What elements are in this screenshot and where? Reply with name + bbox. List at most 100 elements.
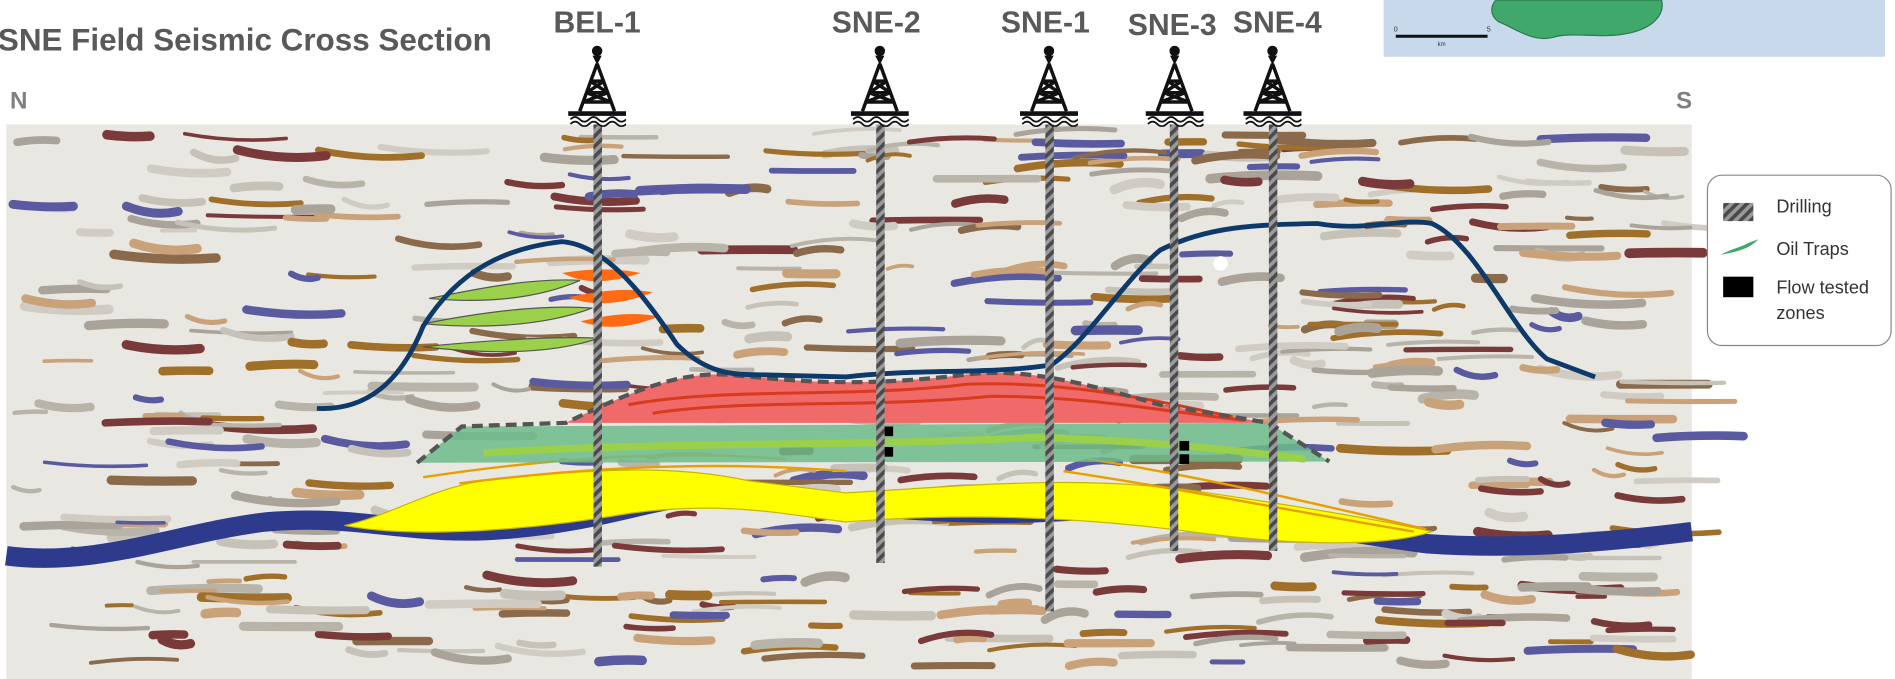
- reflector: [1317, 286, 1408, 295]
- reflector: [353, 369, 456, 375]
- dome-beds: [628, 382, 1245, 422]
- reflector: [229, 181, 284, 193]
- reflector: [917, 629, 995, 645]
- reflector: [1327, 553, 1407, 559]
- reflector: [562, 143, 624, 152]
- reflector: [1013, 158, 1124, 173]
- reflector: [1335, 443, 1452, 456]
- reflector: [8, 199, 78, 212]
- reflector: [1633, 477, 1721, 485]
- reflector: [102, 129, 155, 142]
- rig-icon: [1243, 43, 1302, 127]
- north-label: N: [10, 88, 27, 115]
- reflector: [208, 196, 304, 208]
- reflector: [1600, 391, 1665, 401]
- reflector: [220, 326, 295, 342]
- reflector: [1299, 546, 1418, 563]
- legend-flow-icon: [1723, 276, 1754, 298]
- reflector: [761, 651, 866, 662]
- reflector: [242, 434, 321, 449]
- reflector: [1524, 178, 1592, 186]
- reflector: [1431, 440, 1532, 454]
- reflector: [322, 390, 405, 395]
- reflector: [1312, 402, 1349, 410]
- reflector: [1619, 379, 1727, 386]
- reflector: [1064, 657, 1118, 670]
- reflector: [984, 298, 1094, 306]
- reflector: [430, 648, 512, 665]
- reflector: [1013, 126, 1118, 137]
- reflector: [1484, 507, 1529, 523]
- reflector: [424, 599, 542, 609]
- reflector: [1381, 606, 1473, 616]
- reflector: [906, 135, 997, 145]
- oil-trap: [568, 289, 653, 304]
- reflector: [895, 335, 1006, 348]
- reflector: [242, 305, 346, 319]
- reflector: [781, 315, 823, 327]
- reflector: [101, 417, 213, 427]
- reflector: [367, 381, 479, 392]
- reflector: [897, 472, 978, 484]
- reflector: [951, 194, 1009, 208]
- reflector: [1536, 133, 1651, 144]
- reflector: [345, 646, 389, 658]
- top-horizon: [316, 219, 1596, 411]
- reflector: [234, 490, 273, 503]
- reflector: [1326, 630, 1407, 640]
- reflector: [132, 394, 165, 404]
- reflector: [158, 366, 214, 376]
- reflector: [1052, 270, 1159, 276]
- yellow-reservoir: [344, 469, 1435, 544]
- reflector: [866, 141, 941, 153]
- reflector: [320, 434, 410, 451]
- legend-label: Flow tested zones: [1776, 277, 1869, 324]
- reflector: [1223, 384, 1297, 393]
- reflector: [1239, 641, 1297, 648]
- map-scale-unit: km: [1438, 42, 1446, 48]
- reflector: [789, 469, 868, 486]
- reflector: [410, 352, 521, 364]
- reflector: [1625, 398, 1738, 405]
- marker: [1213, 256, 1228, 271]
- reflector: [1589, 634, 1677, 643]
- reflector: [744, 331, 793, 344]
- reflector: [1332, 306, 1424, 315]
- reflector: [121, 201, 183, 218]
- reflector: [782, 268, 841, 279]
- reflector: [1249, 349, 1311, 362]
- reflector: [1053, 565, 1109, 575]
- well-label: SNE-4: [1233, 7, 1322, 40]
- reflector: [184, 313, 228, 326]
- reflector: [749, 281, 836, 293]
- reflector: [1471, 327, 1520, 335]
- reflector: [1319, 228, 1402, 241]
- reflector: [901, 585, 981, 595]
- reflector: [482, 570, 578, 588]
- reflector: [1193, 634, 1279, 647]
- reflector: [973, 548, 1017, 554]
- reflector: [1110, 254, 1153, 271]
- reflector: [288, 270, 321, 283]
- reflector: [745, 300, 799, 310]
- reflector: [763, 148, 867, 157]
- reflector: [1501, 554, 1569, 563]
- reflector: [970, 267, 1048, 278]
- flow-tested-zone: [884, 447, 894, 457]
- reflector: [394, 235, 483, 250]
- reflector: [1367, 365, 1444, 378]
- reflector: [1072, 148, 1167, 160]
- reflector: [205, 594, 291, 606]
- reflector: [1299, 289, 1383, 299]
- reflector: [985, 583, 1043, 599]
- reflector: [1507, 457, 1539, 468]
- reflector: [19, 520, 124, 531]
- reflector: [1255, 416, 1360, 425]
- reflector: [849, 610, 937, 621]
- reflector: [849, 219, 899, 231]
- reflector: [138, 194, 207, 207]
- reflector: [661, 553, 757, 559]
- reflector: [1605, 446, 1664, 456]
- reflector: [1612, 644, 1695, 661]
